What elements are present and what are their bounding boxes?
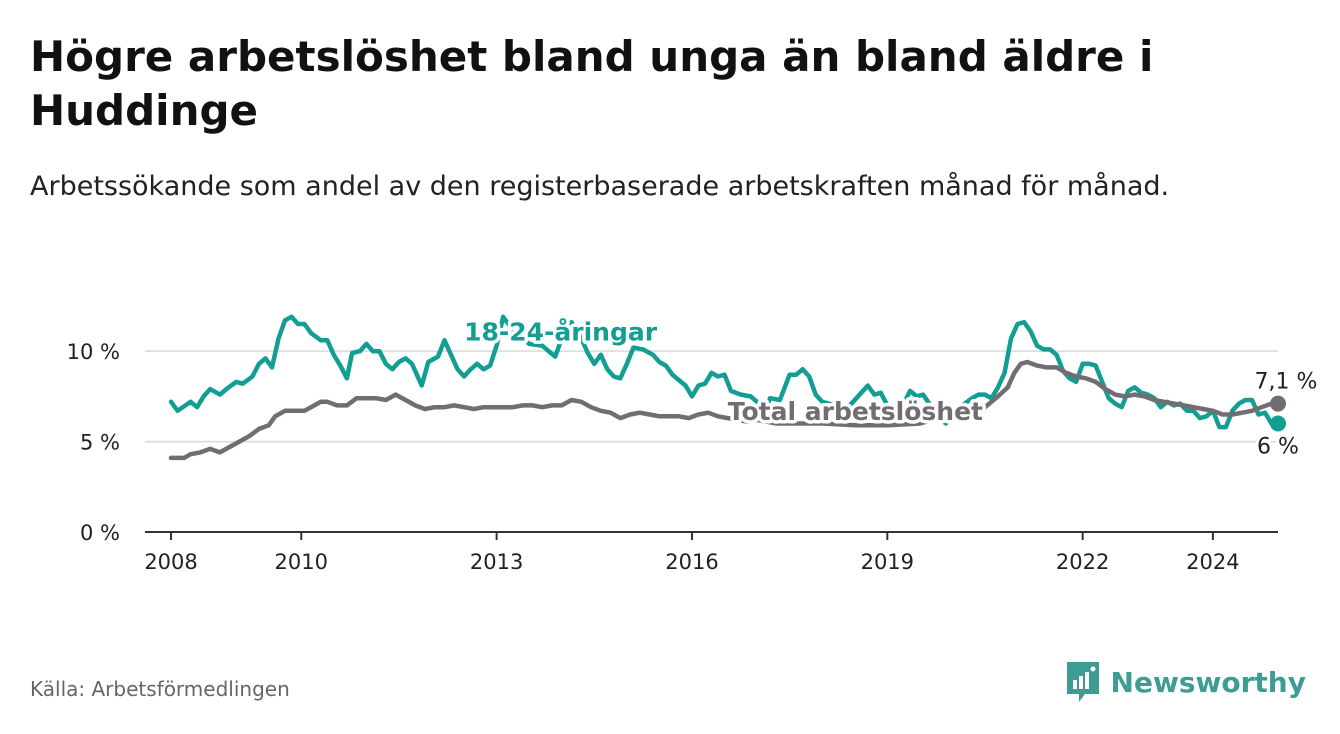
- series-label-halo: 18-24-åringar: [464, 317, 658, 346]
- series-line-0: [168, 314, 1281, 430]
- series-label-1: Total arbetslöshet: [728, 397, 983, 426]
- end-label-halo: 7,1 %: [1255, 370, 1318, 395]
- line-chart: 2008 2010 2013 2016 2019 2022 2024 0 %5 %10 % …: [67, 314, 1321, 574]
- source-note: Källa: Arbetsförmedlingen: [30, 677, 290, 701]
- x-axis: 2008 2010 2013 2016 2019 2022 2024: [144, 531, 1278, 574]
- brand-logo[interactable]: Newsworthy: [1065, 660, 1306, 704]
- chart-title: Högre arbetslöshet bland unga än bland ä…: [30, 32, 1154, 135]
- series-label-halo: Total arbetslöshet: [728, 397, 983, 426]
- y-tick-label: 0 %: [80, 521, 120, 545]
- x-tick-label: 2016: [665, 550, 718, 574]
- x-tick-label: 2019: [861, 550, 914, 574]
- x-tick-label: 2013: [470, 550, 523, 574]
- y-tick-label: 5 %: [80, 431, 120, 455]
- y-axis: 0 % 5 % 10 %: [67, 340, 120, 545]
- end-value-label-1: 7,1 %: [1255, 370, 1318, 395]
- newsworthy-logo-icon: [1066, 662, 1099, 702]
- series-end-point-0: [1270, 415, 1286, 432]
- end-label-halo: 6 %: [1257, 435, 1299, 460]
- x-tick-label: 2008: [144, 550, 197, 574]
- series-lines: [168, 314, 1286, 461]
- brand-name: Newsworthy: [1110, 665, 1306, 699]
- series-line-1: [168, 359, 1281, 461]
- x-tick-label: 2010: [275, 550, 328, 574]
- series-end-point-1: [1270, 395, 1286, 412]
- x-tick-label: 2022: [1056, 550, 1109, 574]
- end-value-label-0: 6 %: [1257, 435, 1299, 460]
- chart-subtitle: Arbetssökande som andel av den registerb…: [30, 171, 1170, 202]
- series-label-0: 18-24-åringar: [464, 317, 658, 346]
- y-tick-label: 10 %: [67, 340, 120, 364]
- x-tick-label: 2024: [1186, 550, 1239, 574]
